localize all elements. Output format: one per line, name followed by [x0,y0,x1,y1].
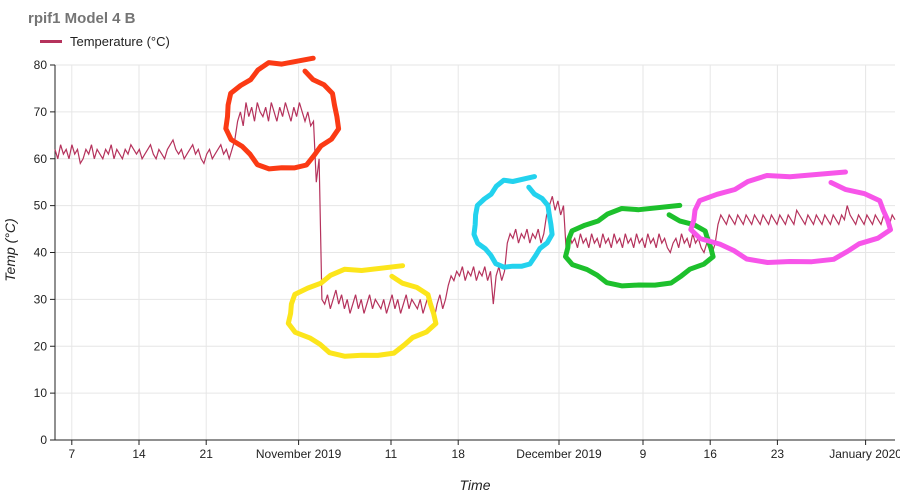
x-tick-label: 21 [200,447,214,461]
x-tick-label: 14 [132,447,146,461]
y-tick-label: 40 [34,246,48,260]
annotations [226,58,891,356]
y-axis-label: Temp (°C) [2,218,18,281]
y-tick-label: 10 [34,386,48,400]
x-tick-label: 23 [771,447,785,461]
x-tick-label: January 2020 [829,447,900,461]
y-tick-label: 0 [40,433,47,447]
yellow-circle [288,266,436,357]
x-axis-label: Time [460,477,491,493]
x-tick-label: December 2019 [516,447,602,461]
x-tick-label: 9 [640,447,647,461]
x-tick-label: 7 [68,447,75,461]
x-tick-label: 11 [385,447,398,461]
cyan-circle [474,177,552,268]
chart-container: rpif1 Model 4 B Temperature (°C) 0102030… [0,0,900,500]
x-tick-label: November 2019 [256,447,342,461]
y-tick-label: 70 [34,105,48,119]
y-tick-label: 60 [34,152,48,166]
axes: 0 10 20 30 40 50 60 70 80 7 14 21 November 2019 11 18 D… [34,58,900,461]
x-tick-label: 16 [704,447,718,461]
chart-svg: 0 10 20 30 40 50 60 70 80 7 14 21 November 2019 11 18 D… [0,0,900,500]
y-tick-label: 30 [34,292,48,306]
gridlines [55,65,895,440]
y-tick-label: 80 [34,58,48,72]
y-tick-label: 20 [34,339,48,353]
y-tick-label: 50 [34,199,48,213]
x-tick-label: 18 [452,447,466,461]
